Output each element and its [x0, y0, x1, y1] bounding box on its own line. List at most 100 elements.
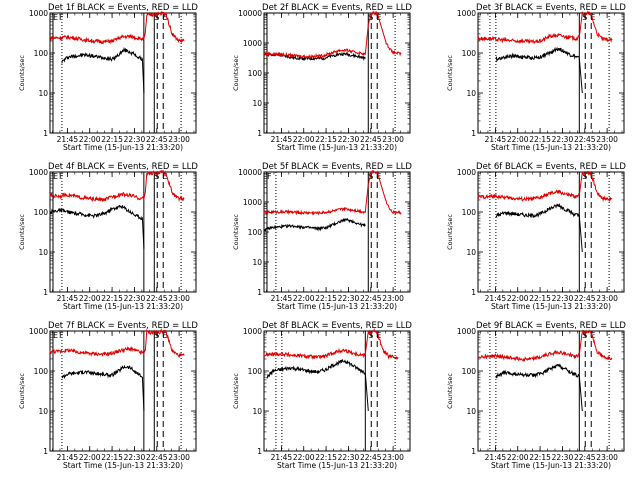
x-tick-label: 22:15	[529, 453, 551, 462]
panel-title-text: Det 9f BLACK = Events, RED = LLD	[476, 321, 626, 331]
x-tick-label: 22:45	[360, 453, 382, 462]
panel-title-text: Det 3f BLACK = Events, RED = LLD	[476, 3, 626, 13]
panel-det-5: Det 5f BLACK = Events, RED = LLD 1 10 100 10…	[232, 162, 412, 311]
y-tick-label: 1	[257, 447, 262, 456]
x-axis-label: Start Time (15-Jun-13 21:33:20)	[277, 461, 397, 470]
x-tick-label: 22:15	[315, 135, 337, 144]
x-tick-label: 23:00	[596, 135, 618, 144]
x-tick-label: 22:00	[507, 453, 529, 462]
y-axis-label: Counts/sec	[18, 214, 26, 250]
panel-title: Det 2f BLACK = Events, RED = LLD	[262, 3, 412, 13]
y-tick-label: 100	[462, 367, 477, 376]
panel-det-4: Det 4f BLACK = Events, RED = LLD 1 10 100 10…	[18, 162, 198, 311]
x-axis-label: Start Time (15-Jun-13 21:33:20)	[63, 143, 183, 152]
marker-label: S	[154, 331, 159, 340]
x-tick-label: 22:15	[101, 294, 123, 303]
x-axis-label: Start Time (15-Jun-13 21:33:20)	[277, 143, 397, 152]
x-tick-label: 21:45	[57, 294, 79, 303]
series-line-lld	[477, 329, 613, 362]
series-line-lld	[477, 10, 613, 45]
y-axis-label: Counts/sec	[446, 55, 454, 91]
x-tick-label: 23:00	[382, 294, 404, 303]
panel-title: Det 6f BLACK = Events, RED = LLD	[476, 162, 626, 172]
x-tick-label: 22:45	[360, 135, 382, 144]
series-line-events	[495, 46, 583, 94]
y-tick-label: 1	[471, 288, 476, 297]
marker-label: E	[590, 13, 595, 22]
y-axis-label: Counts/sec	[232, 214, 240, 250]
plot-frame	[477, 330, 625, 452]
y-tick-label: 1000	[29, 9, 48, 18]
y-tick-label: 1	[43, 288, 48, 297]
marker-label: S	[582, 331, 587, 340]
marker-label: F	[59, 172, 64, 181]
panel-det-2: Det 2f BLACK = Events, RED = LLD 1 10 100 10…	[232, 3, 412, 152]
panel-title: Det 8f BLACK = Events, RED = LLD	[262, 321, 412, 331]
y-tick-label: 10	[466, 89, 476, 98]
x-tick-label: 22:00	[293, 453, 315, 462]
series-line-events	[495, 202, 583, 253]
series-line-events	[49, 204, 145, 249]
y-tick-label: 100	[248, 367, 263, 376]
x-tick-label: 22:00	[79, 294, 101, 303]
marker-label: E	[162, 172, 167, 181]
y-tick-label: 10	[252, 99, 262, 108]
x-tick-label: 22:00	[79, 453, 101, 462]
y-tick-label: 1000	[29, 168, 48, 177]
y-tick-label: 1000	[457, 327, 476, 336]
y-tick-label: 10	[466, 407, 476, 416]
series-line-lld	[49, 328, 185, 359]
panel-det-8: Det 8f BLACK = Events, RED = LLD 1 10 100 10…	[232, 321, 412, 470]
x-tick-label: 22:30	[552, 453, 574, 462]
plot-frame	[49, 330, 197, 452]
y-tick-label: 1000	[29, 327, 48, 336]
y-tick-label: 1	[471, 447, 476, 456]
x-axis-label: Start Time (15-Jun-13 21:33:20)	[63, 302, 183, 311]
panel-det-3: Det 3f BLACK = Events, RED = LLD 1 10 100 10…	[446, 3, 626, 152]
plot-frame	[263, 171, 411, 293]
x-tick-label: 21:45	[271, 294, 293, 303]
y-tick-label: 1	[257, 288, 262, 297]
panel-title-text: Det 1f BLACK = Events, RED = LLD	[48, 3, 198, 13]
y-tick-label: 100	[462, 49, 477, 58]
x-axis-label: Start Time (15-Jun-13 21:33:20)	[63, 461, 183, 470]
marker-label: S	[154, 13, 159, 22]
y-tick-label: 1000	[243, 327, 262, 336]
marker-label: E	[162, 331, 167, 340]
y-axis-label: Counts/sec	[18, 373, 26, 409]
x-tick-label: 21:45	[57, 453, 79, 462]
panel-title: Det 4f BLACK = Events, RED = LLD	[48, 162, 198, 172]
y-tick-label: 100	[34, 49, 49, 58]
plot-frame	[49, 12, 197, 134]
marker-label: E	[53, 172, 58, 181]
marker-label: S	[368, 331, 373, 340]
y-tick-label: 1000	[457, 9, 476, 18]
x-tick-label: 23:00	[382, 453, 404, 462]
marker-label: E	[53, 13, 58, 22]
y-tick-label: 100	[34, 367, 49, 376]
x-tick-label: 23:00	[596, 294, 618, 303]
x-tick-label: 22:30	[338, 294, 360, 303]
panel-title-text: Det 4f BLACK = Events, RED = LLD	[48, 162, 198, 172]
marker-label: S	[582, 172, 587, 181]
x-tick-label: 22:15	[315, 453, 337, 462]
x-tick-label: 21:45	[485, 453, 507, 462]
x-tick-label: 22:30	[124, 135, 146, 144]
panel-det-1: Det 1f BLACK = Events, RED = LLD 1 10 100 10…	[18, 3, 198, 152]
x-tick-label: 22:15	[529, 135, 551, 144]
marker-label: F	[59, 13, 64, 22]
y-tick-label: 10	[252, 258, 262, 267]
marker-label: S	[368, 172, 373, 181]
y-axis-label: Counts/sec	[232, 55, 240, 91]
x-axis-label: Start Time (15-Jun-13 21:33:20)	[277, 302, 397, 311]
x-tick-label: 22:15	[529, 294, 551, 303]
y-tick-label: 100	[248, 228, 263, 237]
x-axis-label: Start Time (15-Jun-13 21:33:20)	[491, 461, 611, 470]
plot-frame	[49, 171, 197, 293]
x-tick-label: 22:30	[552, 135, 574, 144]
y-tick-label: 1000	[243, 39, 262, 48]
y-tick-label: 10	[38, 407, 48, 416]
marker-label: E	[162, 13, 167, 22]
x-tick-label: 22:45	[574, 135, 596, 144]
